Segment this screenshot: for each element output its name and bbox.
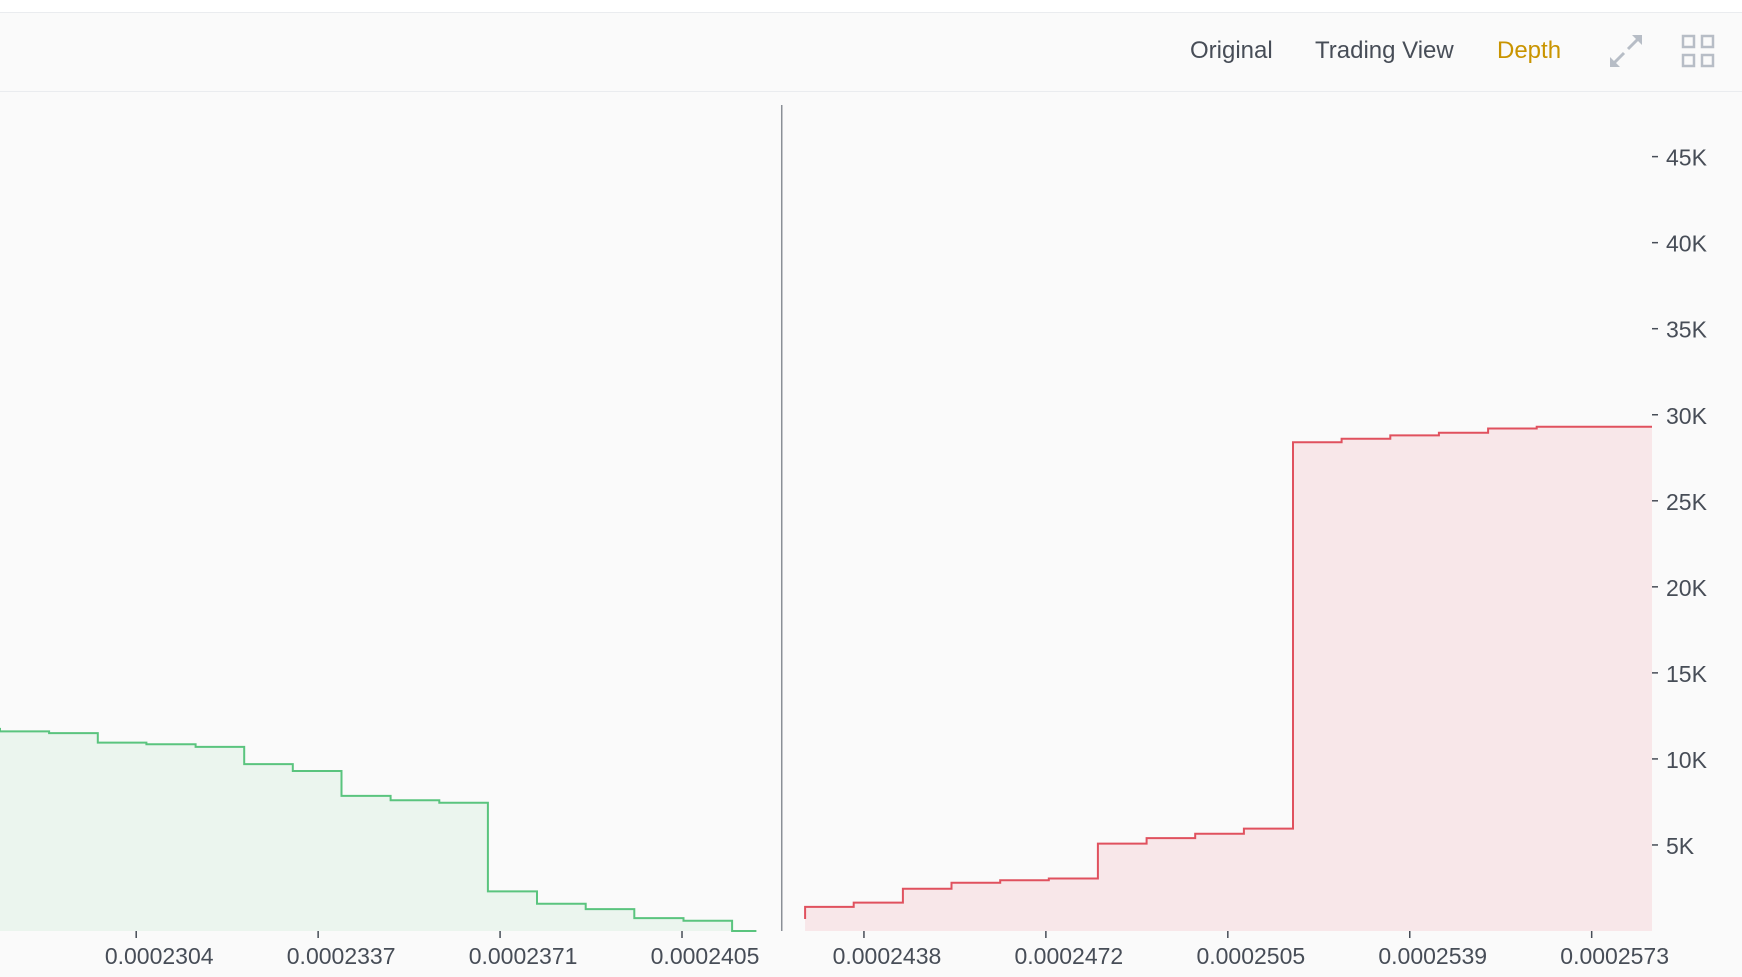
y-axis-tick-label: 45K: [1666, 145, 1708, 171]
depth-chart: 0.0002304 0.0002337 0.0002371 0.0002405 0.00…: [0, 105, 1708, 969]
depth-chart-panel: Original Trading View Depth 0.0002304 0.0…: [0, 12, 1742, 977]
x-axis-tick-label: 0.0002304: [105, 943, 214, 969]
y-axis-tick-label: 20K: [1666, 575, 1708, 601]
expand-icon[interactable]: [1608, 33, 1644, 69]
y-axis-tick-label: 15K: [1666, 661, 1708, 687]
y-axis-tick-label: 40K: [1666, 231, 1708, 257]
x-axis-tick-label: 0.0002573: [1560, 943, 1669, 969]
chart-toolbar: Original Trading View Depth: [0, 13, 1742, 92]
tab-original[interactable]: Original: [1190, 37, 1273, 64]
bid-area: [0, 727, 757, 931]
x-axis-tick-label: 0.0002539: [1378, 943, 1487, 969]
y-axis-tick-label: 5K: [1666, 833, 1695, 859]
x-axis-tick-label: 0.0002472: [1015, 943, 1124, 969]
ask-area: [805, 426, 1652, 931]
tab-depth[interactable]: Depth: [1497, 37, 1562, 64]
tab-trading-view[interactable]: Trading View: [1315, 37, 1454, 64]
y-axis-tick-label: 30K: [1666, 403, 1708, 429]
x-axis-tick-label: 0.0002405: [651, 943, 760, 969]
x-axis-tick-label: 0.0002337: [287, 943, 396, 969]
grid-layout-icon[interactable]: [1680, 33, 1716, 69]
bid-line: [0, 727, 757, 932]
y-axis-tick-label: 35K: [1666, 317, 1708, 343]
y-axis-tick-label: 25K: [1666, 489, 1708, 515]
ask-line: [804, 425, 1652, 919]
x-axis-tick-label: 0.0002505: [1196, 943, 1305, 969]
x-axis-tick-label: 0.0002438: [833, 943, 942, 969]
y-axis-tick-label: 10K: [1666, 747, 1708, 773]
x-axis-tick-label: 0.0002371: [469, 943, 578, 969]
